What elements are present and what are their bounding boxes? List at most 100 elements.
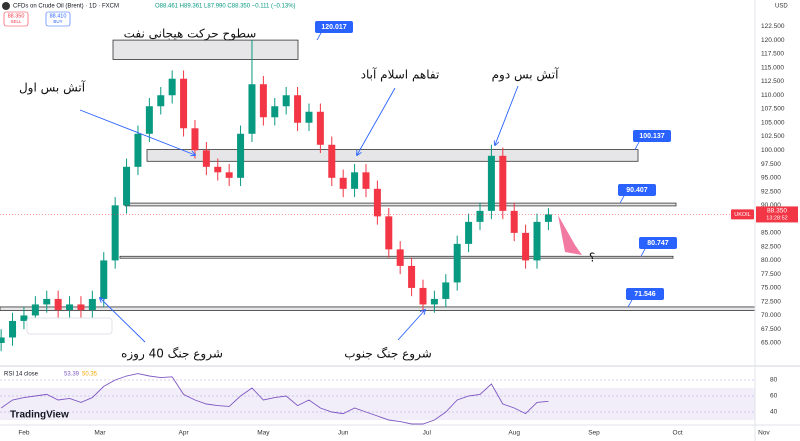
candle-body: [157, 95, 165, 107]
y-tick-label: 100.000: [761, 147, 785, 154]
forecast-arrow: [558, 215, 582, 255]
annotation: شروع جنگ 40 روزه: [121, 347, 223, 362]
candle-body: [31, 304, 39, 316]
candle-body: [351, 172, 359, 189]
level-zone: [146, 149, 639, 162]
candle-body: [259, 84, 267, 118]
y-tick-label: 95.000: [761, 175, 781, 182]
candle-body: [145, 106, 153, 134]
rsi-ma: 50.35: [82, 372, 98, 378]
candle-body: [9, 320, 17, 338]
arrow: [495, 85, 519, 145]
level-zone: [124, 202, 677, 207]
candle-body: [225, 172, 233, 178]
sell-label: SELL: [10, 19, 22, 24]
candle-body: [294, 95, 302, 123]
symbol-tag-box: [731, 209, 754, 220]
level-label-box: [618, 184, 656, 196]
y-tick-label: 80.000: [761, 257, 781, 264]
y-tick-label: 85.000: [761, 230, 781, 237]
level-zone: [112, 39, 299, 60]
arrows: [79, 85, 519, 343]
y-tick-label: 110.000: [761, 92, 784, 99]
candle-body: [305, 111, 313, 123]
last-price: 88.350: [767, 208, 787, 215]
y-tick-label: 105.000: [761, 119, 785, 126]
candle-body: [282, 95, 290, 107]
candle-body: [180, 78, 188, 129]
x-tick-label: May: [257, 430, 270, 437]
y-tick-label: 67.500: [761, 326, 781, 333]
y-tick-label: 112.500: [761, 78, 784, 85]
candle-body: [0, 337, 5, 343]
y-tick-label: 77.500: [761, 271, 781, 278]
y-tick-label: 115.000: [761, 64, 784, 71]
y-tick-label: 107.500: [761, 106, 785, 113]
annotation: سطوح حرکت هیجانی نفت: [124, 27, 257, 42]
candle-body: [43, 298, 51, 305]
y-tick-label: 65.000: [761, 340, 781, 347]
currency: USD: [775, 4, 788, 10]
candle-body: [191, 128, 199, 151]
candle-body: [77, 304, 85, 310]
drawing-toolbar[interactable]: [26, 317, 113, 335]
x-tick-label: Oct: [673, 430, 683, 437]
x-tick-label: Mar: [94, 430, 106, 437]
candle-body: [66, 304, 74, 310]
candle-body: [533, 221, 541, 261]
x-tick-label: Feb: [18, 430, 30, 437]
symbol-icon: [2, 2, 10, 10]
level-pointer: [316, 32, 322, 41]
arrow: [100, 298, 146, 343]
candle-body: [396, 249, 404, 266]
candle-body: [100, 260, 108, 299]
candle-body: [54, 298, 62, 310]
level-label: 100.137: [639, 133, 664, 140]
level-label-box: [633, 130, 671, 142]
candle-body: [522, 232, 530, 261]
x-tick-label: Sep: [588, 430, 600, 437]
y-tick-label: 102.500: [761, 133, 785, 140]
level-pointer: [627, 299, 633, 308]
candle-body: [373, 188, 381, 217]
y-tick-label: 90.000: [761, 202, 781, 209]
rsi-pane: 40 60 80 RSI 14 close 53.39 50.35: [0, 372, 778, 425]
level-label: 80.747: [647, 240, 669, 247]
candle-body: [237, 133, 245, 178]
y-tick-label: 92.500: [761, 188, 781, 195]
candle-body: [111, 205, 119, 261]
candle-body: [328, 144, 336, 178]
x-tick-label: Apr: [179, 430, 190, 437]
rsi-title: RSI 14 close: [4, 372, 39, 378]
ohlc: O88.461 H89.361 L87.990 C88.350 −0.111 (…: [155, 4, 296, 10]
candle-body: [430, 298, 438, 305]
y-tick-label: 97.500: [761, 161, 781, 168]
annotation: آتش بس دوم: [492, 67, 559, 83]
arrow: [79, 109, 195, 155]
candle-body: [123, 166, 131, 206]
rsi-tick-label: 80: [770, 377, 778, 384]
rsi-tick-label: 60: [770, 393, 778, 400]
candle-body: [408, 265, 416, 288]
candle-body: [499, 155, 507, 211]
candle-body: [476, 210, 484, 222]
symbol-tag: UKOIL: [734, 212, 751, 218]
level-label: 90.407: [626, 187, 648, 194]
buy-price: 88.410: [50, 13, 67, 19]
candle-body: [134, 133, 142, 167]
level-pointer: [640, 248, 646, 257]
buy-button[interactable]: [45, 11, 71, 27]
level-zone: [0, 306, 756, 311]
candle-body: [487, 155, 495, 211]
candle-body: [465, 221, 473, 244]
last-price-box: [756, 206, 798, 223]
level-pointer: [634, 141, 640, 150]
sell-button[interactable]: [3, 11, 29, 27]
annotation: ؟: [589, 251, 595, 265]
candle-body: [419, 287, 427, 305]
levels: 120.017 100.137 90.407 80.747 71.546: [0, 21, 756, 311]
countdown: 13:28:52: [766, 215, 787, 221]
rsi-band: [0, 388, 755, 420]
